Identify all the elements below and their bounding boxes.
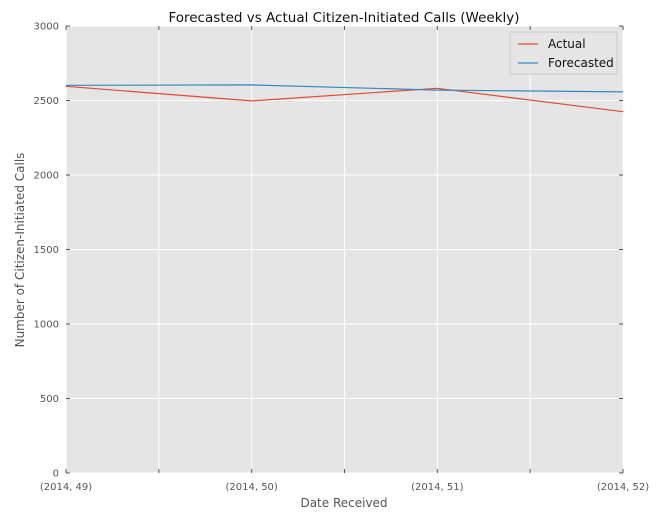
x-tick-label: (2014, 52) (597, 482, 649, 493)
x-tick-label: (2014, 50) (225, 482, 277, 493)
y-tick-label: 0 (53, 469, 59, 480)
legend-label-actual: Actual (548, 37, 586, 51)
series-line-forecasted (65, 84, 624, 93)
x-tick-label: (2014, 51) (411, 482, 463, 493)
y-tick-label: 500 (40, 394, 59, 405)
y-axis-tick-labels: 0 500 1000 1500 2000 2500 3000 (34, 22, 59, 480)
y-axis-label: Number of Citizen-Initiated Calls (13, 153, 27, 348)
y-tick-label: 3000 (34, 22, 59, 33)
x-tick-label: (2014, 49) (40, 482, 92, 493)
series-line-actual (65, 85, 624, 113)
x-axis-label: Date Received (300, 496, 387, 510)
legend: Actual Forecasted (509, 31, 618, 75)
axis-ticks (65, 25, 624, 474)
legend-label-forecasted: Forecasted (548, 56, 614, 70)
y-tick-label: 1000 (34, 320, 59, 331)
legend-box (509, 31, 618, 75)
chart-title: Forecasted vs Actual Citizen-Initiated C… (168, 10, 519, 26)
y-tick-label: 1500 (34, 245, 59, 256)
y-tick-label: 2000 (34, 171, 59, 182)
x-axis-tick-labels: (2014, 49) (2014, 50) (2014, 51) (2014, 52) (40, 482, 649, 493)
series-layer (65, 84, 624, 113)
y-tick-label: 2500 (34, 96, 59, 107)
